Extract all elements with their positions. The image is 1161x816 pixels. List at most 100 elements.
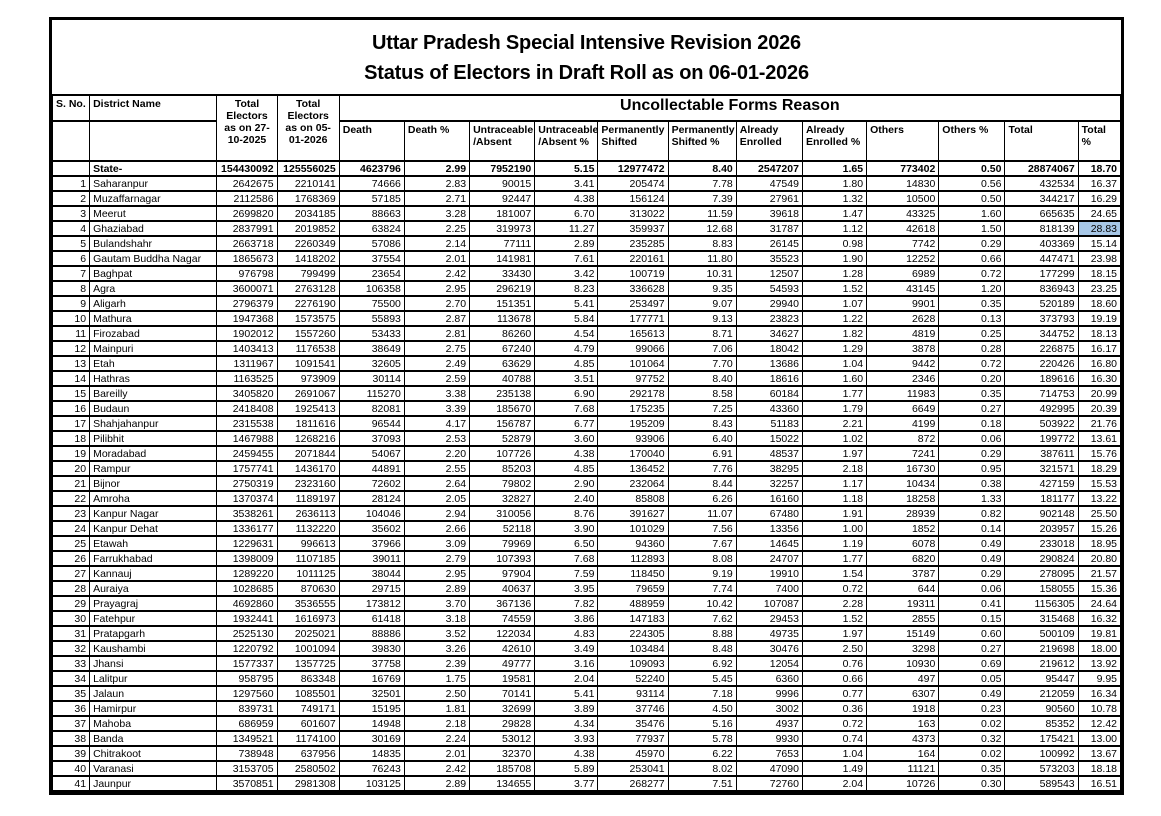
cell-permanently-shifted-pct[interactable]: 8.71 <box>667 325 737 342</box>
cell-others-pct[interactable]: 0.02 <box>938 745 1006 762</box>
cell-death-pct[interactable]: 1.75 <box>403 670 471 687</box>
cell-total-electors-2026[interactable]: 799499 <box>276 265 340 282</box>
cell-total-electors-2026[interactable]: 1418202 <box>276 250 340 267</box>
cell-untraceable-absent[interactable]: 107393 <box>469 550 536 567</box>
cell-already-enrolled-pct[interactable]: 1.07 <box>801 295 868 312</box>
cell-death-pct[interactable]: 2.01 <box>403 250 471 267</box>
cell-permanently-shifted[interactable]: 224305 <box>597 625 669 642</box>
cell-district-name[interactable]: Hamirpur <box>89 700 218 717</box>
cell-district-name[interactable]: Etah <box>89 355 218 372</box>
cell-untraceable-absent[interactable]: 29828 <box>469 715 536 732</box>
cell-untraceable-absent[interactable]: 33430 <box>469 265 536 282</box>
cell-district-name[interactable]: Fatehpur <box>89 610 218 627</box>
cell-total-electors-2025[interactable]: 976798 <box>216 265 278 282</box>
cell-total-electors-2025[interactable]: 2315538 <box>216 415 278 432</box>
cell-permanently-shifted[interactable]: 313022 <box>597 205 669 222</box>
cell-total-electors-2025[interactable]: 3538261 <box>216 505 278 522</box>
cell-total-electors-2026[interactable]: 863348 <box>276 670 340 687</box>
cell-total[interactable]: 85352 <box>1004 715 1079 732</box>
cell-untraceable-absent[interactable]: 40788 <box>469 370 536 387</box>
cell-untraceable-absent[interactable]: 181007 <box>469 205 536 222</box>
cell-others-pct[interactable]: 0.60 <box>938 625 1006 642</box>
cell-s-no[interactable]: 8 <box>51 280 91 297</box>
state-cell-untraceable-absent-pct[interactable]: 5.15 <box>534 160 599 177</box>
cell-others[interactable]: 164 <box>866 745 940 762</box>
cell-untraceable-absent[interactable]: 185670 <box>469 400 536 417</box>
cell-already-enrolled-pct[interactable]: 0.74 <box>801 730 868 747</box>
cell-total-electors-2026[interactable]: 2323160 <box>276 475 340 492</box>
cell-already-enrolled-pct[interactable]: 1.12 <box>801 220 868 237</box>
cell-others[interactable]: 10500 <box>866 190 940 207</box>
cell-s-no[interactable]: 25 <box>51 535 91 552</box>
cell-s-no[interactable]: 13 <box>51 355 91 372</box>
cell-district-name[interactable]: Mainpuri <box>89 340 218 357</box>
cell-permanently-shifted[interactable]: 359937 <box>597 220 669 237</box>
cell-death-pct[interactable]: 2.55 <box>403 460 471 477</box>
cell-already-enrolled-pct[interactable]: 1.22 <box>801 310 868 327</box>
cell-already-enrolled-pct[interactable]: 1.04 <box>801 355 868 372</box>
cell-already-enrolled[interactable]: 43360 <box>735 400 803 417</box>
cell-total-electors-2026[interactable]: 2580502 <box>276 760 340 777</box>
cell-district-name[interactable]: Kaushambi <box>89 640 218 657</box>
cell-s-no[interactable]: 27 <box>51 565 91 582</box>
cell-untraceable-absent-pct[interactable]: 4.85 <box>534 355 599 372</box>
cell-already-enrolled[interactable]: 27961 <box>735 190 803 207</box>
cell-district-name[interactable]: Meerut <box>89 205 218 222</box>
cell-permanently-shifted[interactable]: 235285 <box>597 235 669 252</box>
cell-already-enrolled-pct[interactable]: 1.97 <box>801 445 868 462</box>
cell-already-enrolled-pct[interactable]: 1.29 <box>801 340 868 357</box>
state-cell-total-electors-2025[interactable]: 154430092 <box>216 160 278 177</box>
cell-permanently-shifted-pct[interactable]: 7.70 <box>667 355 737 372</box>
cell-total-electors-2026[interactable]: 1107185 <box>276 550 340 567</box>
cell-death[interactable]: 54067 <box>338 445 405 462</box>
cell-total-pct[interactable]: 15.36 <box>1077 580 1122 597</box>
cell-untraceable-absent[interactable]: 52879 <box>469 430 536 447</box>
cell-already-enrolled-pct[interactable]: 1.19 <box>801 535 868 552</box>
cell-others[interactable]: 10726 <box>866 775 940 792</box>
cell-untraceable-absent[interactable]: 40637 <box>469 580 536 597</box>
cell-total-electors-2025[interactable]: 1349521 <box>216 730 278 747</box>
cell-others[interactable]: 18258 <box>866 490 940 507</box>
cell-permanently-shifted-pct[interactable]: 7.78 <box>667 175 737 192</box>
cell-total[interactable]: 278095 <box>1004 565 1079 582</box>
cell-already-enrolled-pct[interactable]: 1.91 <box>801 505 868 522</box>
cell-untraceable-absent-pct[interactable]: 6.90 <box>534 385 599 402</box>
cell-death[interactable]: 30114 <box>338 370 405 387</box>
cell-permanently-shifted[interactable]: 220161 <box>597 250 669 267</box>
cell-total-electors-2026[interactable]: 637956 <box>276 745 340 762</box>
cell-death[interactable]: 74666 <box>338 175 405 192</box>
cell-permanently-shifted[interactable]: 100719 <box>597 265 669 282</box>
cell-others-pct[interactable]: 1.50 <box>938 220 1006 237</box>
cell-permanently-shifted-pct[interactable]: 7.51 <box>667 775 737 792</box>
cell-total[interactable]: 665635 <box>1004 205 1079 222</box>
cell-total-pct[interactable]: 21.76 <box>1077 415 1122 432</box>
cell-untraceable-absent[interactable]: 32370 <box>469 745 536 762</box>
cell-already-enrolled[interactable]: 54593 <box>735 280 803 297</box>
cell-others[interactable]: 2628 <box>866 310 940 327</box>
cell-total[interactable]: 233018 <box>1004 535 1079 552</box>
cell-total-electors-2025[interactable]: 1229631 <box>216 535 278 552</box>
cell-permanently-shifted-pct[interactable]: 12.68 <box>667 220 737 237</box>
cell-death-pct[interactable]: 2.75 <box>403 340 471 357</box>
cell-permanently-shifted[interactable]: 101029 <box>597 520 669 537</box>
cell-district-name[interactable]: Hathras <box>89 370 218 387</box>
cell-death-pct[interactable]: 2.81 <box>403 325 471 342</box>
cell-total[interactable]: 447471 <box>1004 250 1079 267</box>
cell-s-no[interactable]: 40 <box>51 760 91 777</box>
cell-s-no[interactable]: 28 <box>51 580 91 597</box>
cell-already-enrolled-pct[interactable]: 1.18 <box>801 490 868 507</box>
cell-death-pct[interactable]: 2.71 <box>403 190 471 207</box>
cell-total[interactable]: 203957 <box>1004 520 1079 537</box>
cell-total-pct[interactable]: 15.14 <box>1077 235 1122 252</box>
cell-death[interactable]: 103125 <box>338 775 405 792</box>
cell-others-pct[interactable]: 0.14 <box>938 520 1006 537</box>
cell-death-pct[interactable]: 3.18 <box>403 610 471 627</box>
cell-total-electors-2026[interactable]: 1268216 <box>276 430 340 447</box>
cell-permanently-shifted[interactable]: 177771 <box>597 310 669 327</box>
cell-untraceable-absent-pct[interactable]: 4.34 <box>534 715 599 732</box>
cell-death[interactable]: 32501 <box>338 685 405 702</box>
cell-total[interactable]: 403369 <box>1004 235 1079 252</box>
cell-s-no[interactable]: 12 <box>51 340 91 357</box>
cell-already-enrolled-pct[interactable]: 1.00 <box>801 520 868 537</box>
cell-already-enrolled-pct[interactable]: 2.04 <box>801 775 868 792</box>
